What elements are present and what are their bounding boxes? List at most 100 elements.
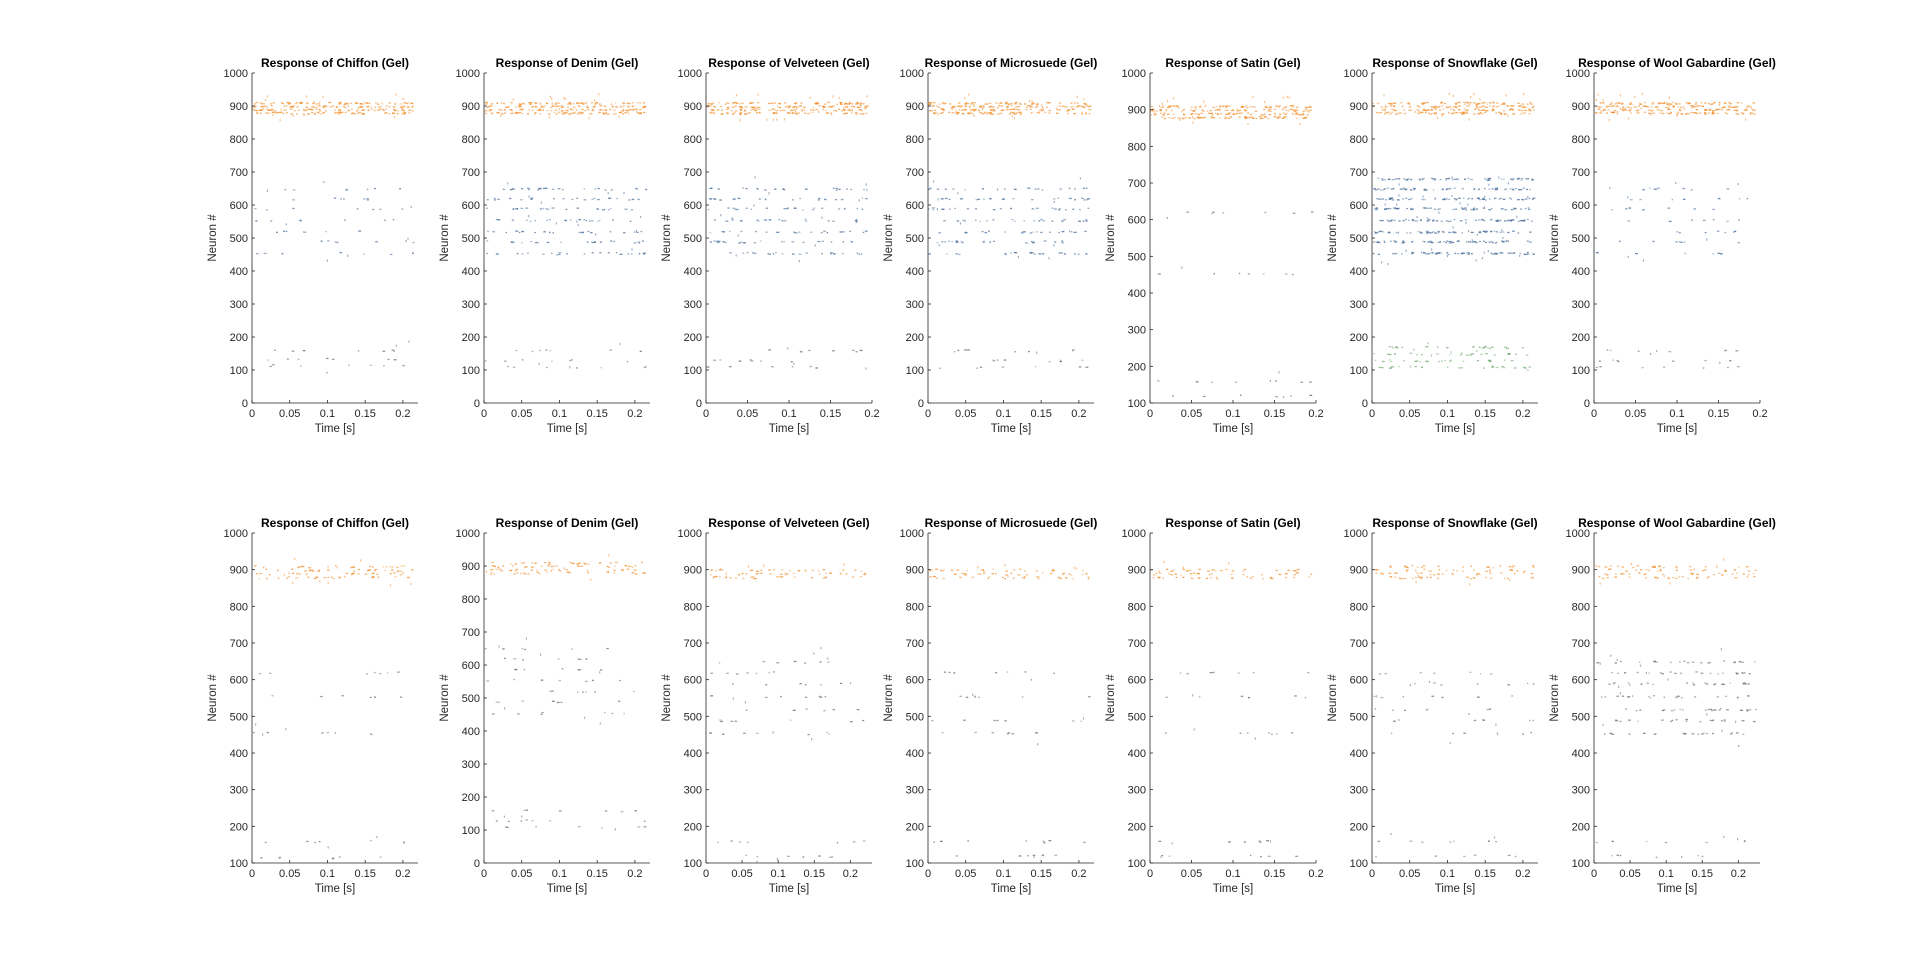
spike-mark [630,253,633,255]
spike-mark [1380,696,1384,699]
spike-mark [1457,105,1460,107]
spike-mark [776,576,779,578]
spike-mark [760,360,762,362]
spike-mark [1197,113,1200,116]
spike-mark [1294,695,1297,697]
x-tick-label: 0.2 [1731,868,1746,880]
spike-mark [1507,353,1511,355]
spike-mark [794,106,797,108]
spike-mark [394,576,397,578]
spike-mark [1445,178,1447,180]
spike-mark [1629,108,1632,110]
spike-mark [739,112,742,114]
spike-mark [738,574,740,576]
spike-mark [832,350,835,352]
spike-mark [1459,202,1461,205]
spike-mark [1480,113,1484,115]
spike-mark [1522,733,1524,735]
spike-mark [1686,682,1688,684]
spike-mark [1058,102,1061,104]
spike-mark [296,113,298,115]
spike-mark [550,570,552,572]
spike-mark [1085,105,1088,107]
spike-mark [865,112,868,114]
spike-mark [391,566,394,568]
spike-mark [1646,840,1648,843]
spike-mark [854,219,857,222]
spike-mark [1675,569,1678,572]
spike-mark [1041,106,1044,108]
spike-mark [637,241,640,243]
spike-mark [1438,106,1440,108]
spike-mark [631,566,633,568]
spike-mark [1478,110,1481,112]
spike-mark [964,220,966,222]
spike-mark [486,106,489,108]
spike-mark [1422,207,1425,209]
spike-mark [756,106,760,108]
spike-mark [1245,105,1248,107]
spike-mark [730,840,733,842]
spike-mark [1234,113,1237,115]
spike-mark [515,568,519,571]
spike-mark [717,241,721,243]
spike-mark [866,188,868,191]
spike-mark [715,240,719,242]
spike-mark [262,733,264,736]
spike-mark [1718,572,1721,574]
spike-mark [828,733,830,735]
spike-mark [604,105,607,108]
spike-mark [1436,252,1440,254]
spike-mark [786,207,789,209]
spike-mark [1084,112,1087,114]
spike-mark [345,572,349,574]
spike-mark [728,230,731,233]
spike-mark [1500,113,1503,115]
spike-mark [1398,194,1400,197]
spike-mark [395,344,397,347]
spike-mark [819,573,821,575]
spike-mark [1640,683,1643,685]
spike-mark [1679,708,1682,710]
spike-mark [629,220,632,222]
spike-mark [731,102,734,104]
spike-mark [1006,106,1008,108]
spike-mark [1386,353,1389,355]
spike-mark [1481,102,1485,104]
spike-mark [1162,114,1165,116]
spike-mark [379,672,381,675]
spike-mark [1601,102,1604,104]
spike-mark [933,112,935,114]
spike-mark [266,731,269,734]
spike-mark [1505,220,1509,222]
spike-mark [827,657,829,660]
spike-mark [1469,671,1472,673]
spike-mark [325,109,327,112]
spike-mark [498,108,501,111]
spike-mark [253,109,257,111]
spike-mark [1466,105,1468,107]
spike-mark [1260,574,1263,576]
spike-mark [770,102,774,104]
spike-mark [1437,232,1440,234]
spike-mark [1378,230,1382,232]
spike-mark [1480,109,1483,111]
spike-mark [1404,709,1406,711]
x-tick-label: 0.1 [1225,868,1240,880]
spike-mark [555,109,558,111]
spike-mark [1287,569,1290,571]
spike-mark [562,188,564,191]
spike-mark [581,108,584,111]
spike-mark [1489,570,1491,572]
spike-mark [855,221,857,224]
spike-mark [1031,208,1035,210]
spike-mark [970,109,972,112]
spike-mark [850,241,853,243]
spike-mark [787,855,790,857]
spike-mark [1073,231,1076,234]
spike-mark [1409,207,1413,210]
x-axis-label: Time [s] [1213,883,1253,895]
spike-mark [1494,230,1496,232]
spike-mark [1467,102,1469,104]
spike-mark [1244,109,1246,112]
